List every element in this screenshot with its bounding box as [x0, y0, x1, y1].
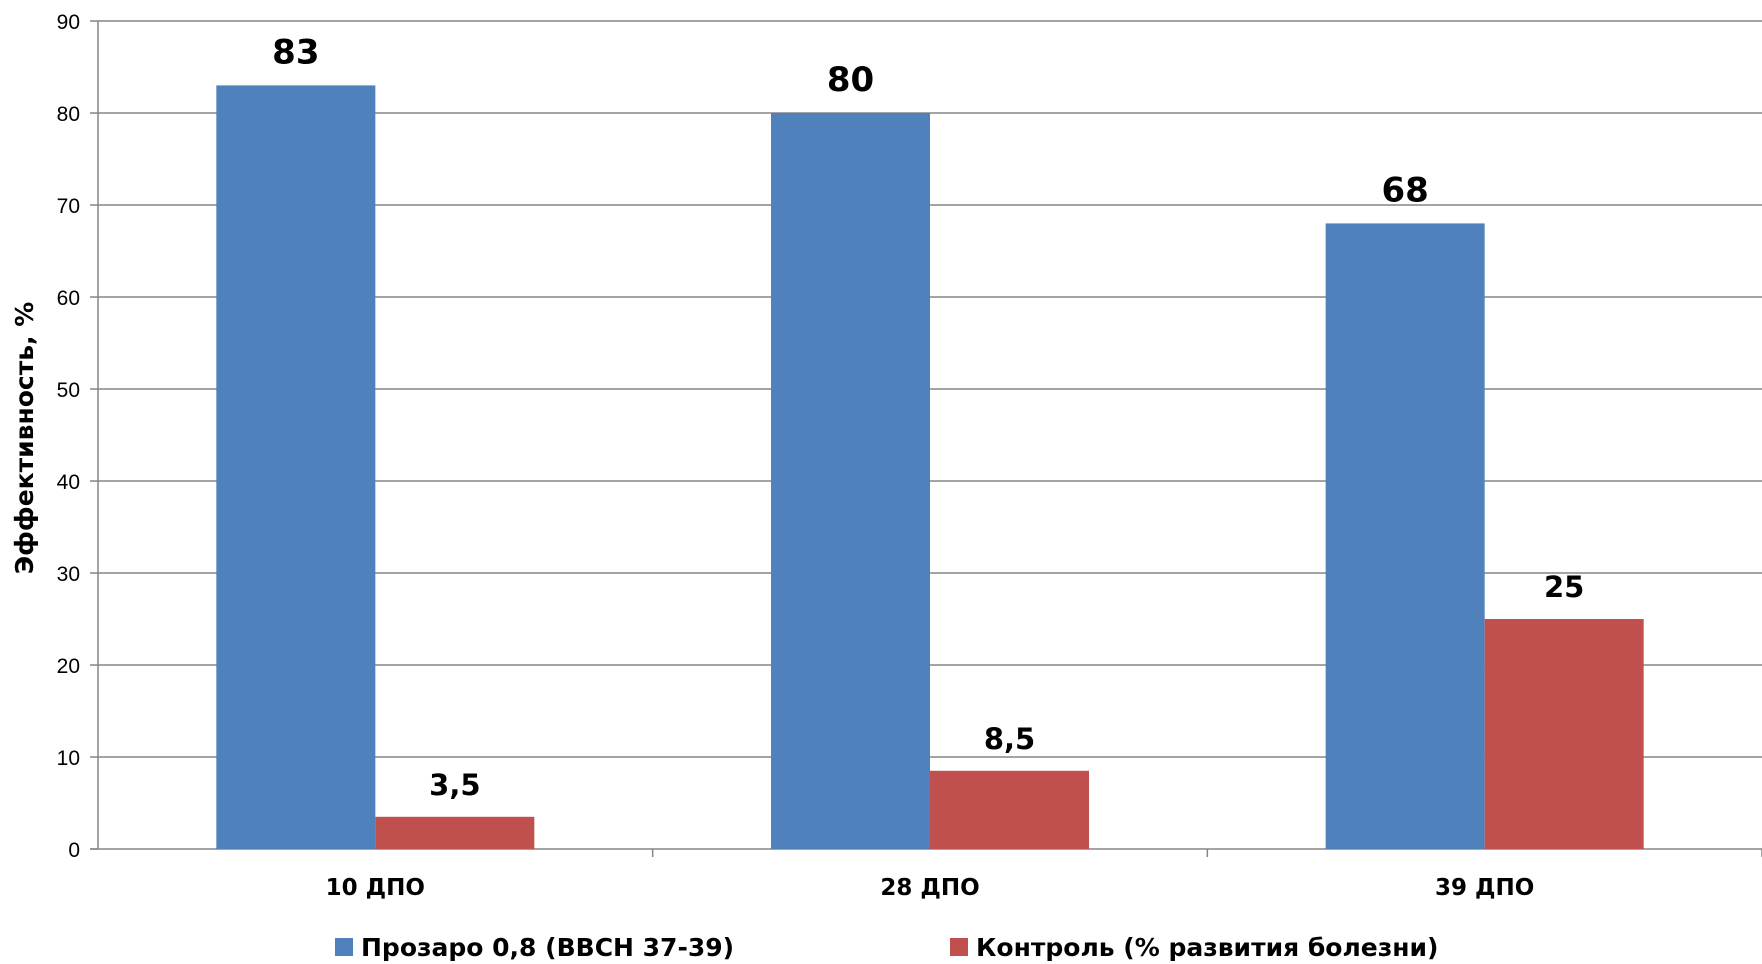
y-tick-label: 0	[68, 839, 80, 862]
x-category-label: 39 ДПО	[1435, 875, 1534, 901]
y-tick-label: 20	[57, 655, 80, 678]
data-label: 25	[1544, 570, 1584, 604]
y-tick-label: 70	[57, 195, 80, 218]
data-label: 68	[1382, 170, 1429, 210]
x-category-label: 10 ДПО	[326, 875, 425, 901]
data-label: 3,5	[429, 768, 480, 802]
bar-prozaro-3	[1325, 223, 1485, 849]
y-tick-label: 10	[57, 747, 80, 770]
legend-swatch	[950, 938, 968, 956]
y-axis-label: Эффективность, %	[10, 302, 39, 575]
y-tick-label: 90	[57, 11, 80, 34]
y-tick-label: 60	[57, 287, 80, 310]
data-label: 80	[827, 60, 874, 100]
bar-control-1	[375, 816, 535, 849]
data-label: 8,5	[984, 722, 1035, 756]
bar-prozaro-1	[216, 85, 376, 849]
bar-prozaro-2	[771, 113, 930, 849]
data-labels: 83 3,5 80 8,5 68 25	[272, 32, 1584, 801]
bar-control-2	[930, 770, 1089, 849]
bar-control-3	[1484, 619, 1644, 849]
x-axis-categories: 10 ДПО 28 ДПО 39 ДПО	[326, 849, 1762, 901]
y-tick-label: 40	[57, 471, 80, 494]
y-axis-ticks: 0 10 20 30 40 50 60 70 80 90	[57, 11, 98, 862]
y-tick-label: 50	[57, 379, 80, 402]
y-tick-label: 80	[57, 103, 80, 126]
legend-label: Контроль (% развития болезни)	[976, 933, 1438, 962]
bars	[216, 85, 1644, 849]
y-tick-label: 30	[57, 563, 80, 586]
x-category-label: 28 ДПО	[880, 875, 979, 901]
legend: Прозаро 0,8 (BBCH 37-39) Контроль (% разв…	[335, 933, 1438, 962]
data-label: 83	[272, 32, 319, 72]
legend-swatch	[335, 938, 353, 956]
legend-label: Прозаро 0,8 (BBCH 37-39)	[361, 933, 734, 962]
